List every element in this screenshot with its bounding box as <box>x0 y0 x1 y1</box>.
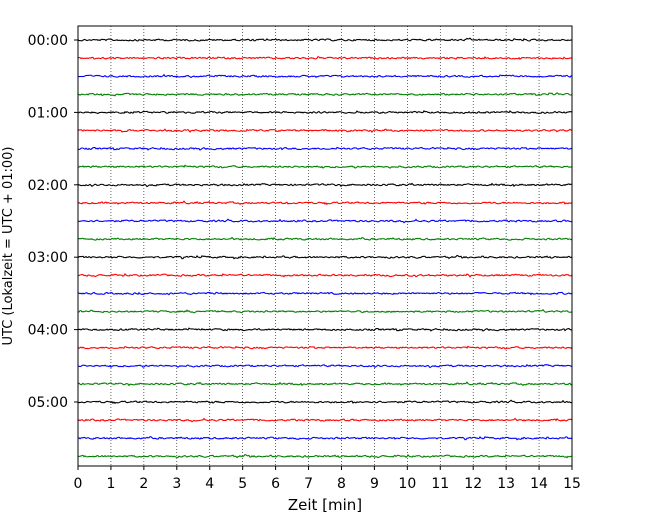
trace-05:30 <box>77 436 573 441</box>
trace-00:30 <box>77 73 573 79</box>
x-tick-label-6: 6 <box>271 476 280 492</box>
vertical-grid-lines <box>110 26 540 466</box>
x-tick-label-15: 15 <box>563 476 581 492</box>
trace-04:30 <box>77 364 573 369</box>
x-tick-label-0: 0 <box>74 476 83 492</box>
x-tick-label-2: 2 <box>139 476 148 492</box>
y-tick-label-01:00: 01:00 <box>28 105 68 121</box>
trace-03:15 <box>77 273 573 278</box>
x-axis-ticks: 0 1 2 3 4 5 6 7 8 9 10 11 12 13 14 15 <box>74 466 581 492</box>
y-tick-label-02:00: 02:00 <box>28 178 68 194</box>
trace-04:45 <box>77 381 573 387</box>
x-tick-label-5: 5 <box>238 476 247 492</box>
x-tick-label-4: 4 <box>205 476 214 492</box>
trace-02:30 <box>77 218 573 224</box>
trace-05:00 <box>77 399 573 405</box>
trace-01:15 <box>77 128 573 133</box>
trace-03:30 <box>77 291 573 296</box>
trace-04:15 <box>77 345 573 350</box>
plot-frame <box>77 25 573 467</box>
y-tick-label-00:00: 00:00 <box>28 33 68 49</box>
x-axis-label: Zeit [min] <box>288 496 362 514</box>
trace-01:00 <box>77 110 573 115</box>
trace-03:45 <box>77 309 573 314</box>
y-tick-label-05:00: 05:00 <box>28 395 68 411</box>
trace-00:00 <box>77 37 573 42</box>
y-axis-ticks: 00:00 01:00 02:00 03:00 04:00 05:00 <box>28 33 78 411</box>
trace-02:00 <box>77 182 573 188</box>
x-tick-label-7: 7 <box>304 476 313 492</box>
x-tick-label-3: 3 <box>172 476 181 492</box>
trace-00:45 <box>77 92 573 97</box>
x-tick-label-9: 9 <box>370 476 379 492</box>
seismic-traces <box>77 37 573 459</box>
trace-05:45 <box>77 453 573 459</box>
x-tick-label-11: 11 <box>431 476 449 492</box>
x-tick-label-10: 10 <box>398 476 416 492</box>
trace-02:45 <box>77 236 573 241</box>
trace-04:00 <box>77 327 573 332</box>
trace-01:45 <box>77 164 573 169</box>
trace-05:15 <box>77 417 573 423</box>
trace-02:15 <box>77 200 573 206</box>
trace-00:15 <box>77 55 573 60</box>
x-tick-label-14: 14 <box>530 476 548 492</box>
y-tick-label-04:00: 04:00 <box>28 323 68 339</box>
trace-01:30 <box>77 146 573 151</box>
x-tick-label-13: 13 <box>497 476 515 492</box>
x-tick-label-1: 1 <box>106 476 115 492</box>
x-tick-label-12: 12 <box>464 476 482 492</box>
y-axis-label: UTC (Lokalzeit = UTC + 01:00) <box>1 147 16 346</box>
y-tick-label-03:00: 03:00 <box>28 250 68 266</box>
trace-03:00 <box>77 254 573 260</box>
x-tick-label-8: 8 <box>337 476 346 492</box>
